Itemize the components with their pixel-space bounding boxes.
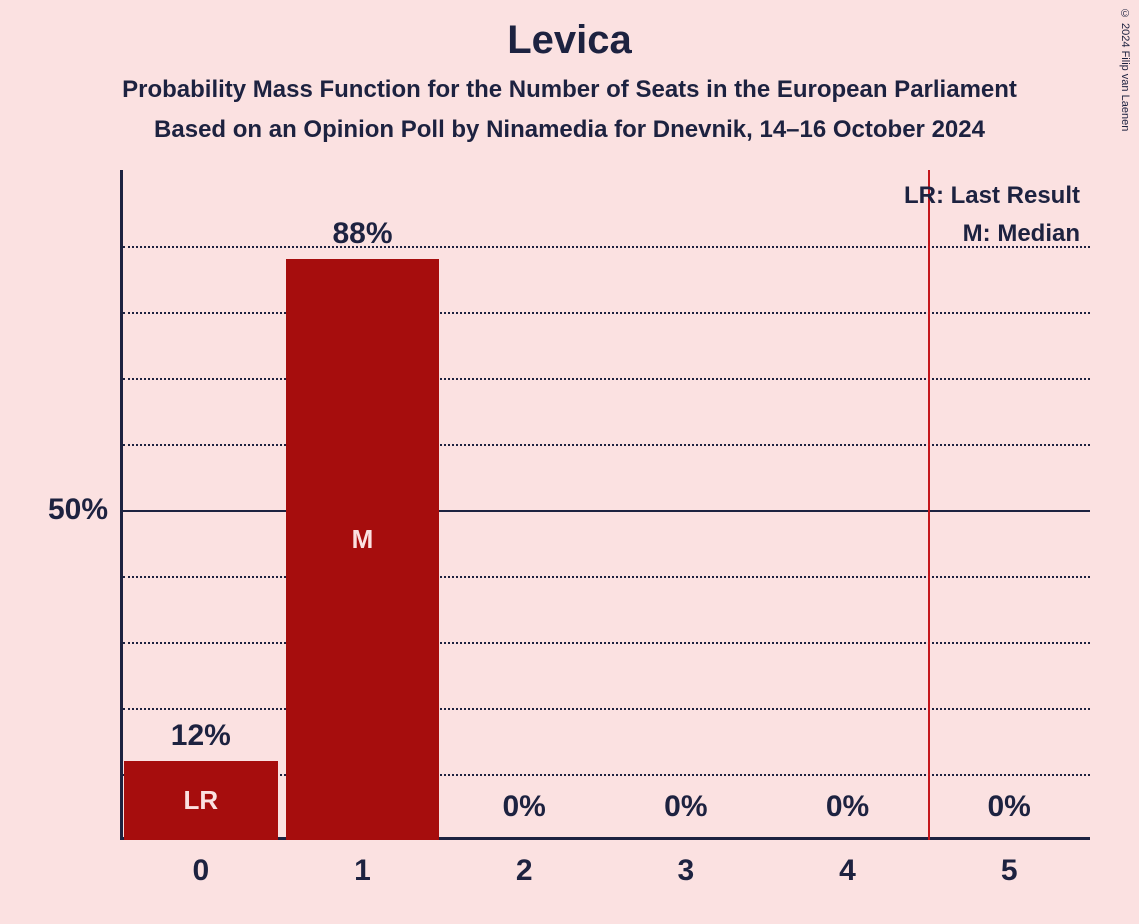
minor-gridline <box>123 312 1090 314</box>
minor-gridline <box>123 246 1090 248</box>
major-gridline <box>123 510 1090 512</box>
bar-value-label: 0% <box>987 790 1030 824</box>
bar-value-label: 0% <box>826 790 869 824</box>
bar-value-label: 0% <box>664 790 707 824</box>
bar-inner-label: LR <box>183 785 218 816</box>
minor-gridline <box>123 378 1090 380</box>
chart-subtitle-2: Based on an Opinion Poll by Ninamedia fo… <box>154 116 985 144</box>
x-tick-label: 1 <box>354 854 371 888</box>
chart-title: Levica <box>507 18 632 63</box>
bar-value-label: 88% <box>332 217 392 251</box>
chart-subtitle-1: Probability Mass Function for the Number… <box>122 76 1017 104</box>
x-tick-label: 0 <box>192 854 209 888</box>
reference-line <box>928 170 930 840</box>
legend-median: M: Median <box>963 220 1080 248</box>
minor-gridline <box>123 444 1090 446</box>
minor-gridline <box>123 708 1090 710</box>
x-tick-label: 2 <box>516 854 533 888</box>
x-tick-label: 3 <box>677 854 694 888</box>
x-tick-label: 4 <box>839 854 856 888</box>
y-tick-label: 50% <box>6 493 108 527</box>
minor-gridline <box>123 576 1090 578</box>
y-axis <box>120 170 123 840</box>
minor-gridline <box>123 642 1090 644</box>
x-tick-label: 5 <box>1001 854 1018 888</box>
plot-area: 12% LR 88% M 0% 0% 0% 0% <box>120 180 1090 840</box>
copyright-text: © 2024 Filip van Laenen <box>1119 8 1131 131</box>
bar-value-label: 0% <box>502 790 545 824</box>
legend-last-result: LR: Last Result <box>904 182 1080 210</box>
bar-value-label: 12% <box>171 719 231 753</box>
bar-inner-label: M <box>352 524 374 555</box>
